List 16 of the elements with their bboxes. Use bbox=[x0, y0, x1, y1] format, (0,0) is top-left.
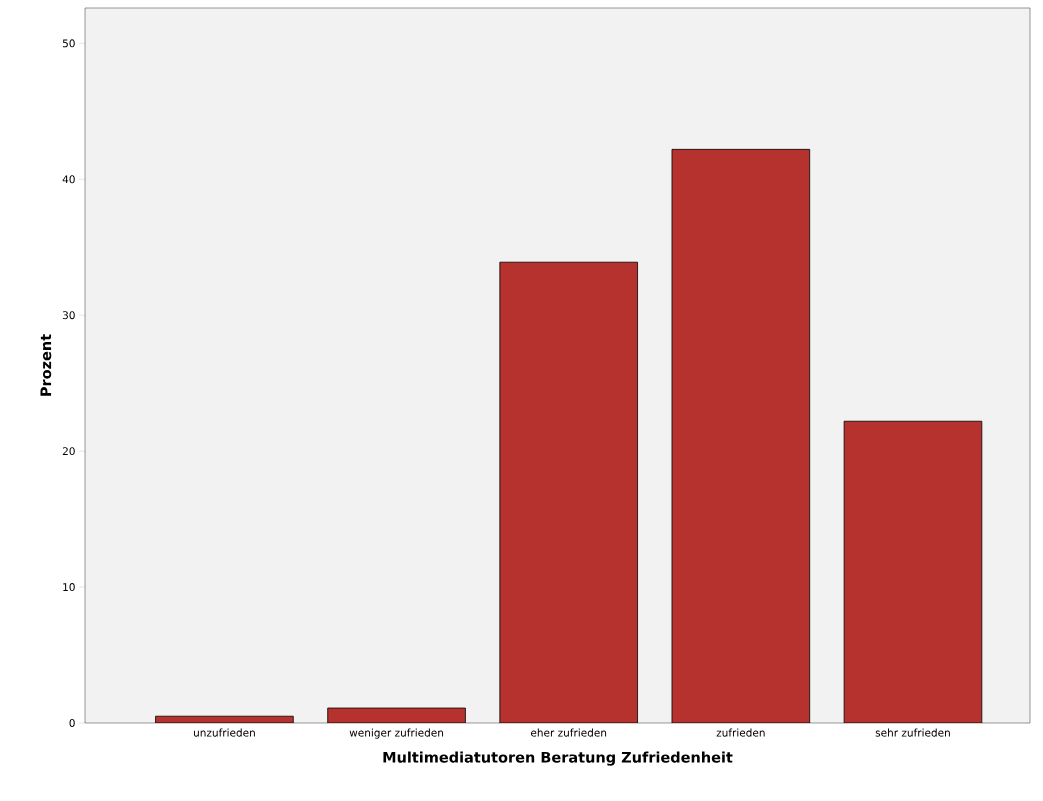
bar bbox=[671, 148, 811, 723]
y-tick-label: 50 bbox=[62, 39, 75, 48]
y-tick-label: 10 bbox=[63, 583, 75, 592]
x-axis-title: Multimediatutoren Beratung Zufriedenheit bbox=[383, 751, 733, 766]
y-axis-title: Prozent bbox=[40, 334, 52, 396]
x-tick-label: sehr zufrieden bbox=[875, 728, 950, 737]
y-tick-label: 40 bbox=[62, 175, 75, 184]
bar bbox=[499, 261, 638, 723]
x-tick-label: unzufrieden bbox=[194, 728, 255, 737]
y-tick-label: 0 bbox=[69, 719, 75, 727]
y-tick-label: 30 bbox=[62, 311, 75, 320]
x-tick-label: weniger zufrieden bbox=[349, 728, 444, 739]
x-tick-label: zufrieden bbox=[716, 728, 765, 737]
y-tick-label: 20 bbox=[62, 447, 75, 456]
bar bbox=[843, 420, 983, 723]
x-tick-label: eher zufrieden bbox=[530, 728, 607, 737]
